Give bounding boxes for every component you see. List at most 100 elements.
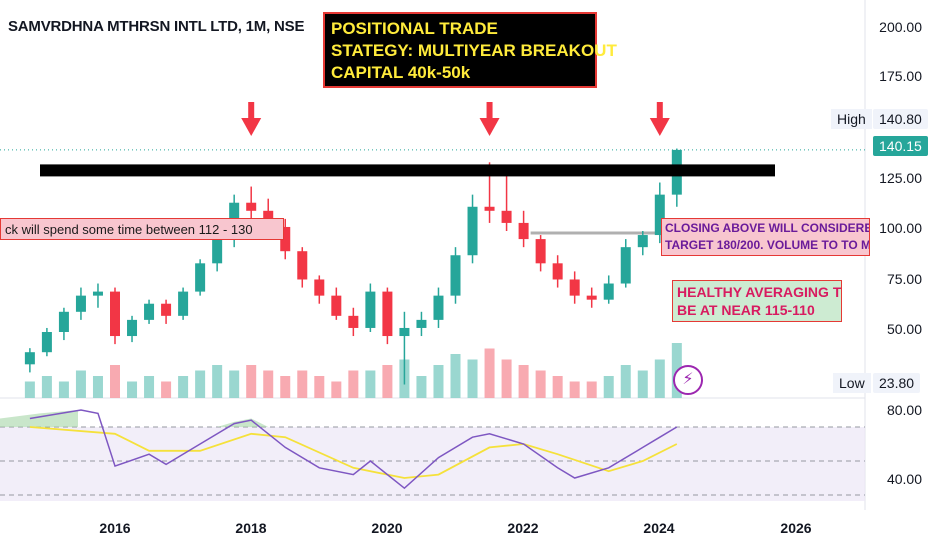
- down-arrow-icon: [241, 118, 262, 136]
- low-label: Low: [833, 373, 871, 393]
- candle-body: [92, 291, 103, 296]
- strategy-note: POSITIONAL TRADE STATEGY: MULTIYEAR BREA…: [323, 12, 617, 88]
- volume-bar: [382, 365, 393, 398]
- x-tick: 2020: [371, 520, 403, 536]
- volume-bar: [127, 381, 138, 398]
- volume-bar: [331, 381, 342, 398]
- candle-body: [314, 279, 325, 296]
- price-tick: 175.00: [879, 68, 922, 84]
- candle-body: [195, 263, 206, 292]
- candle-body: [331, 295, 342, 316]
- volume-bar: [280, 376, 291, 398]
- volume-bar: [569, 381, 580, 398]
- candle-body: [637, 235, 648, 248]
- x-tick: 2024: [643, 520, 675, 536]
- candle-body: [484, 206, 495, 211]
- consolidation-note: ck will spend some time between 112 - 13…: [0, 218, 284, 240]
- candle-body: [58, 311, 69, 332]
- volume-bar: [92, 376, 103, 398]
- strategy-line: POSITIONAL TRADE: [331, 19, 498, 38]
- averaging-note-line: BE AT NEAR 115-110: [677, 302, 815, 318]
- volume-bar: [24, 381, 35, 398]
- price-tick: 125.00: [879, 170, 922, 186]
- resistance-line: [40, 164, 775, 177]
- candle-body: [501, 210, 512, 223]
- volume-bar: [195, 370, 206, 398]
- volume-bar: [416, 376, 427, 398]
- volume-bar: [229, 370, 240, 398]
- candle-body: [110, 291, 120, 337]
- volume-bar: [263, 370, 274, 398]
- candle-body: [297, 251, 308, 280]
- down-arrow-icon: [479, 118, 500, 136]
- volume-bar: [161, 381, 172, 398]
- high-label: High: [831, 109, 872, 129]
- candle-body: [620, 247, 631, 284]
- down-arrow-icon: [486, 102, 493, 120]
- candle-body: [75, 295, 86, 312]
- volume-bar: [586, 381, 597, 398]
- x-tick: 2022: [507, 520, 539, 536]
- candle-body: [178, 291, 189, 316]
- candle-body: [535, 239, 546, 264]
- candle-body: [416, 319, 427, 328]
- candle-body: [144, 303, 155, 320]
- candle-body: [348, 315, 359, 328]
- down-arrow-icon: [656, 102, 663, 120]
- x-tick: 2018: [235, 520, 267, 536]
- candle-body: [603, 283, 614, 300]
- candle-body: [399, 327, 410, 337]
- chart-title: SAMVRDHNA MTHRSN INTL LTD, 1M, NSE: [8, 18, 305, 35]
- strategy-line: STATEGY: MULTIYEAR BREAKOUT: [331, 41, 617, 60]
- volume-bar: [620, 365, 631, 398]
- rsi-line: [29, 409, 678, 490]
- volume-bar: [467, 359, 478, 398]
- volume-bar: [654, 359, 665, 398]
- rsi-ma-line: [29, 426, 678, 479]
- last-price-tag: 140.15: [873, 136, 928, 156]
- volume-bar: [41, 376, 52, 398]
- candle-body: [41, 332, 52, 353]
- averaging-note: HEALTHY AVERAGING TO BE AT NEAR 115-110: [672, 280, 842, 322]
- price-tick: 50.00: [886, 321, 922, 337]
- candle-body: [569, 279, 580, 296]
- candle-body: [552, 263, 563, 280]
- candle-body: [365, 291, 376, 328]
- volume-bar: [484, 348, 495, 398]
- x-tick: 2026: [780, 520, 812, 536]
- candle-body: [127, 319, 138, 337]
- rsi-tick: 40.00: [886, 471, 922, 487]
- candle-body: [586, 295, 597, 300]
- rsi-band: [0, 427, 865, 501]
- volume-bar: [348, 370, 359, 398]
- strategy-line: CAPITAL 40k-50k: [331, 63, 471, 82]
- price-tick: 200.00: [879, 19, 922, 35]
- down-arrow-icon: [649, 118, 670, 136]
- candle-body: [518, 222, 529, 240]
- volume-bar: [212, 365, 223, 398]
- breakout-note: CLOSING ABOVE WILL CONSIDERED BREAKOUT T…: [661, 218, 870, 256]
- volume-bar: [297, 370, 308, 398]
- x-tick: 2016: [99, 520, 131, 536]
- volume-bar: [518, 365, 529, 398]
- candle-body: [280, 226, 291, 252]
- breakout-note-line: CLOSING ABOVE WILL CONSIDERED BREAKOUT: [665, 221, 869, 235]
- price-tick: 100.00: [879, 220, 922, 236]
- volume-bar: [314, 376, 325, 398]
- lightning-icon[interactable]: ⚡: [673, 365, 703, 395]
- candle-body: [382, 291, 393, 337]
- candle-body: [161, 303, 172, 316]
- down-arrow-icon: [248, 102, 255, 120]
- volume-bar: [603, 376, 614, 398]
- volume-bar: [144, 376, 155, 398]
- candle-body: [654, 194, 665, 236]
- volume-bar: [450, 354, 461, 398]
- candle-body: [246, 202, 257, 211]
- volume-bar: [552, 376, 563, 398]
- volume-bar: [433, 365, 444, 398]
- volume-bar: [637, 370, 648, 398]
- candle-body: [24, 352, 35, 365]
- candle-body: [467, 206, 478, 256]
